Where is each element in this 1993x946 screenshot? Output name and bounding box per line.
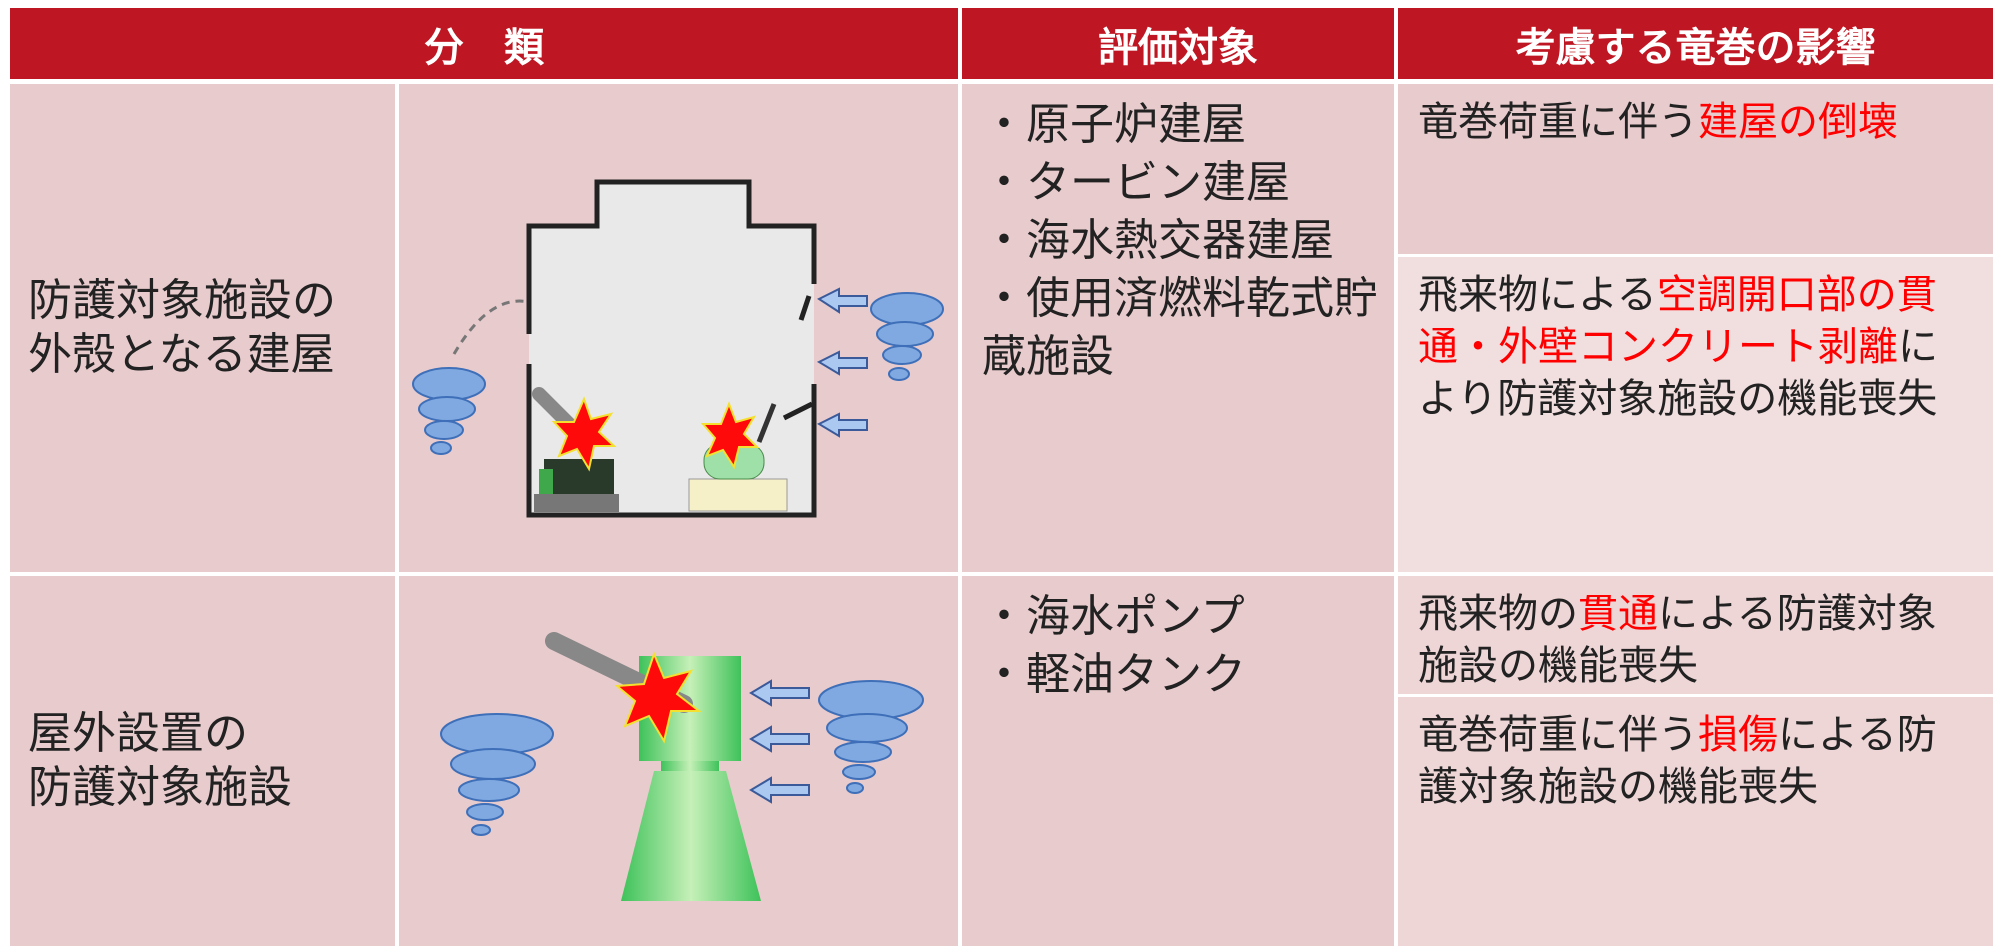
category-line: 外殻となる建屋 bbox=[28, 329, 335, 380]
target-item: ・海水ポンプ bbox=[982, 591, 1245, 642]
target-item: ・タービン建屋 bbox=[982, 157, 1290, 208]
building-illustration bbox=[412, 179, 944, 518]
target-item: ・軽油タンク bbox=[982, 649, 1246, 700]
illustration-cell bbox=[399, 576, 958, 946]
effect-text: 飛来物の bbox=[1418, 591, 1578, 637]
category-line: 防護対象施設の bbox=[28, 275, 336, 326]
targets-cell: ・原子炉建屋 ・タービン建屋 ・海水熱交器建屋 ・使用済燃料乾式貯蔵施設 bbox=[962, 84, 1394, 572]
illustration-cell bbox=[399, 84, 958, 572]
header-cell: 評価対象 bbox=[962, 8, 1394, 79]
category-cell: 屋外設置の 防護対象施設 bbox=[10, 576, 395, 946]
target-item: ・原子炉建屋 bbox=[982, 99, 1246, 150]
effect-cell: 飛来物による空調開口部の貫通・外壁コンクリート剥離により防護対象施設の機能喪失 bbox=[1398, 257, 1993, 572]
category-cell: 防護対象施設の 外殻となる建屋 bbox=[10, 84, 395, 572]
tank-illustration bbox=[440, 632, 924, 901]
highlight-text: 損傷 bbox=[1698, 712, 1778, 758]
highlight-text: 貫通 bbox=[1578, 591, 1658, 637]
target-item: ・海水熱交器建屋 bbox=[982, 215, 1334, 266]
header-cell: 考慮する竜巻の影響 bbox=[1398, 8, 1993, 79]
target-item: ・使用済燃料乾式貯蔵施設 bbox=[982, 273, 1378, 382]
effect-cell: 飛来物の貫通による防護対象施設の機能喪失 bbox=[1398, 576, 1993, 694]
effect-cell: 竜巻荷重に伴う建屋の倒壊 bbox=[1398, 84, 1993, 254]
category-line: 防護対象施設 bbox=[28, 762, 292, 813]
header-cell: 分 類 bbox=[10, 8, 958, 79]
targets-cell: ・海水ポンプ ・軽油タンク bbox=[962, 576, 1394, 946]
effect-text: により防護対象施設の機能喪失 bbox=[1418, 324, 1938, 422]
effect-text: 竜巻荷重に伴う bbox=[1418, 712, 1698, 758]
category-line: 屋外設置の bbox=[28, 708, 248, 759]
effect-text: 竜巻荷重に伴う bbox=[1418, 99, 1698, 145]
highlight-text: 空調開口部の貫通・外壁コンクリート剥離 bbox=[1418, 272, 1937, 370]
effect-cell: 竜巻荷重に伴う損傷による防護対象施設の機能喪失 bbox=[1398, 697, 1993, 946]
highlight-text: 建屋の倒壊 bbox=[1698, 99, 1898, 145]
effect-text: による防護対象施設の機能喪失 bbox=[1418, 712, 1937, 810]
effect-text: による防護対象施設の機能喪失 bbox=[1418, 591, 1937, 689]
effect-text: 飛来物による bbox=[1418, 272, 1657, 318]
